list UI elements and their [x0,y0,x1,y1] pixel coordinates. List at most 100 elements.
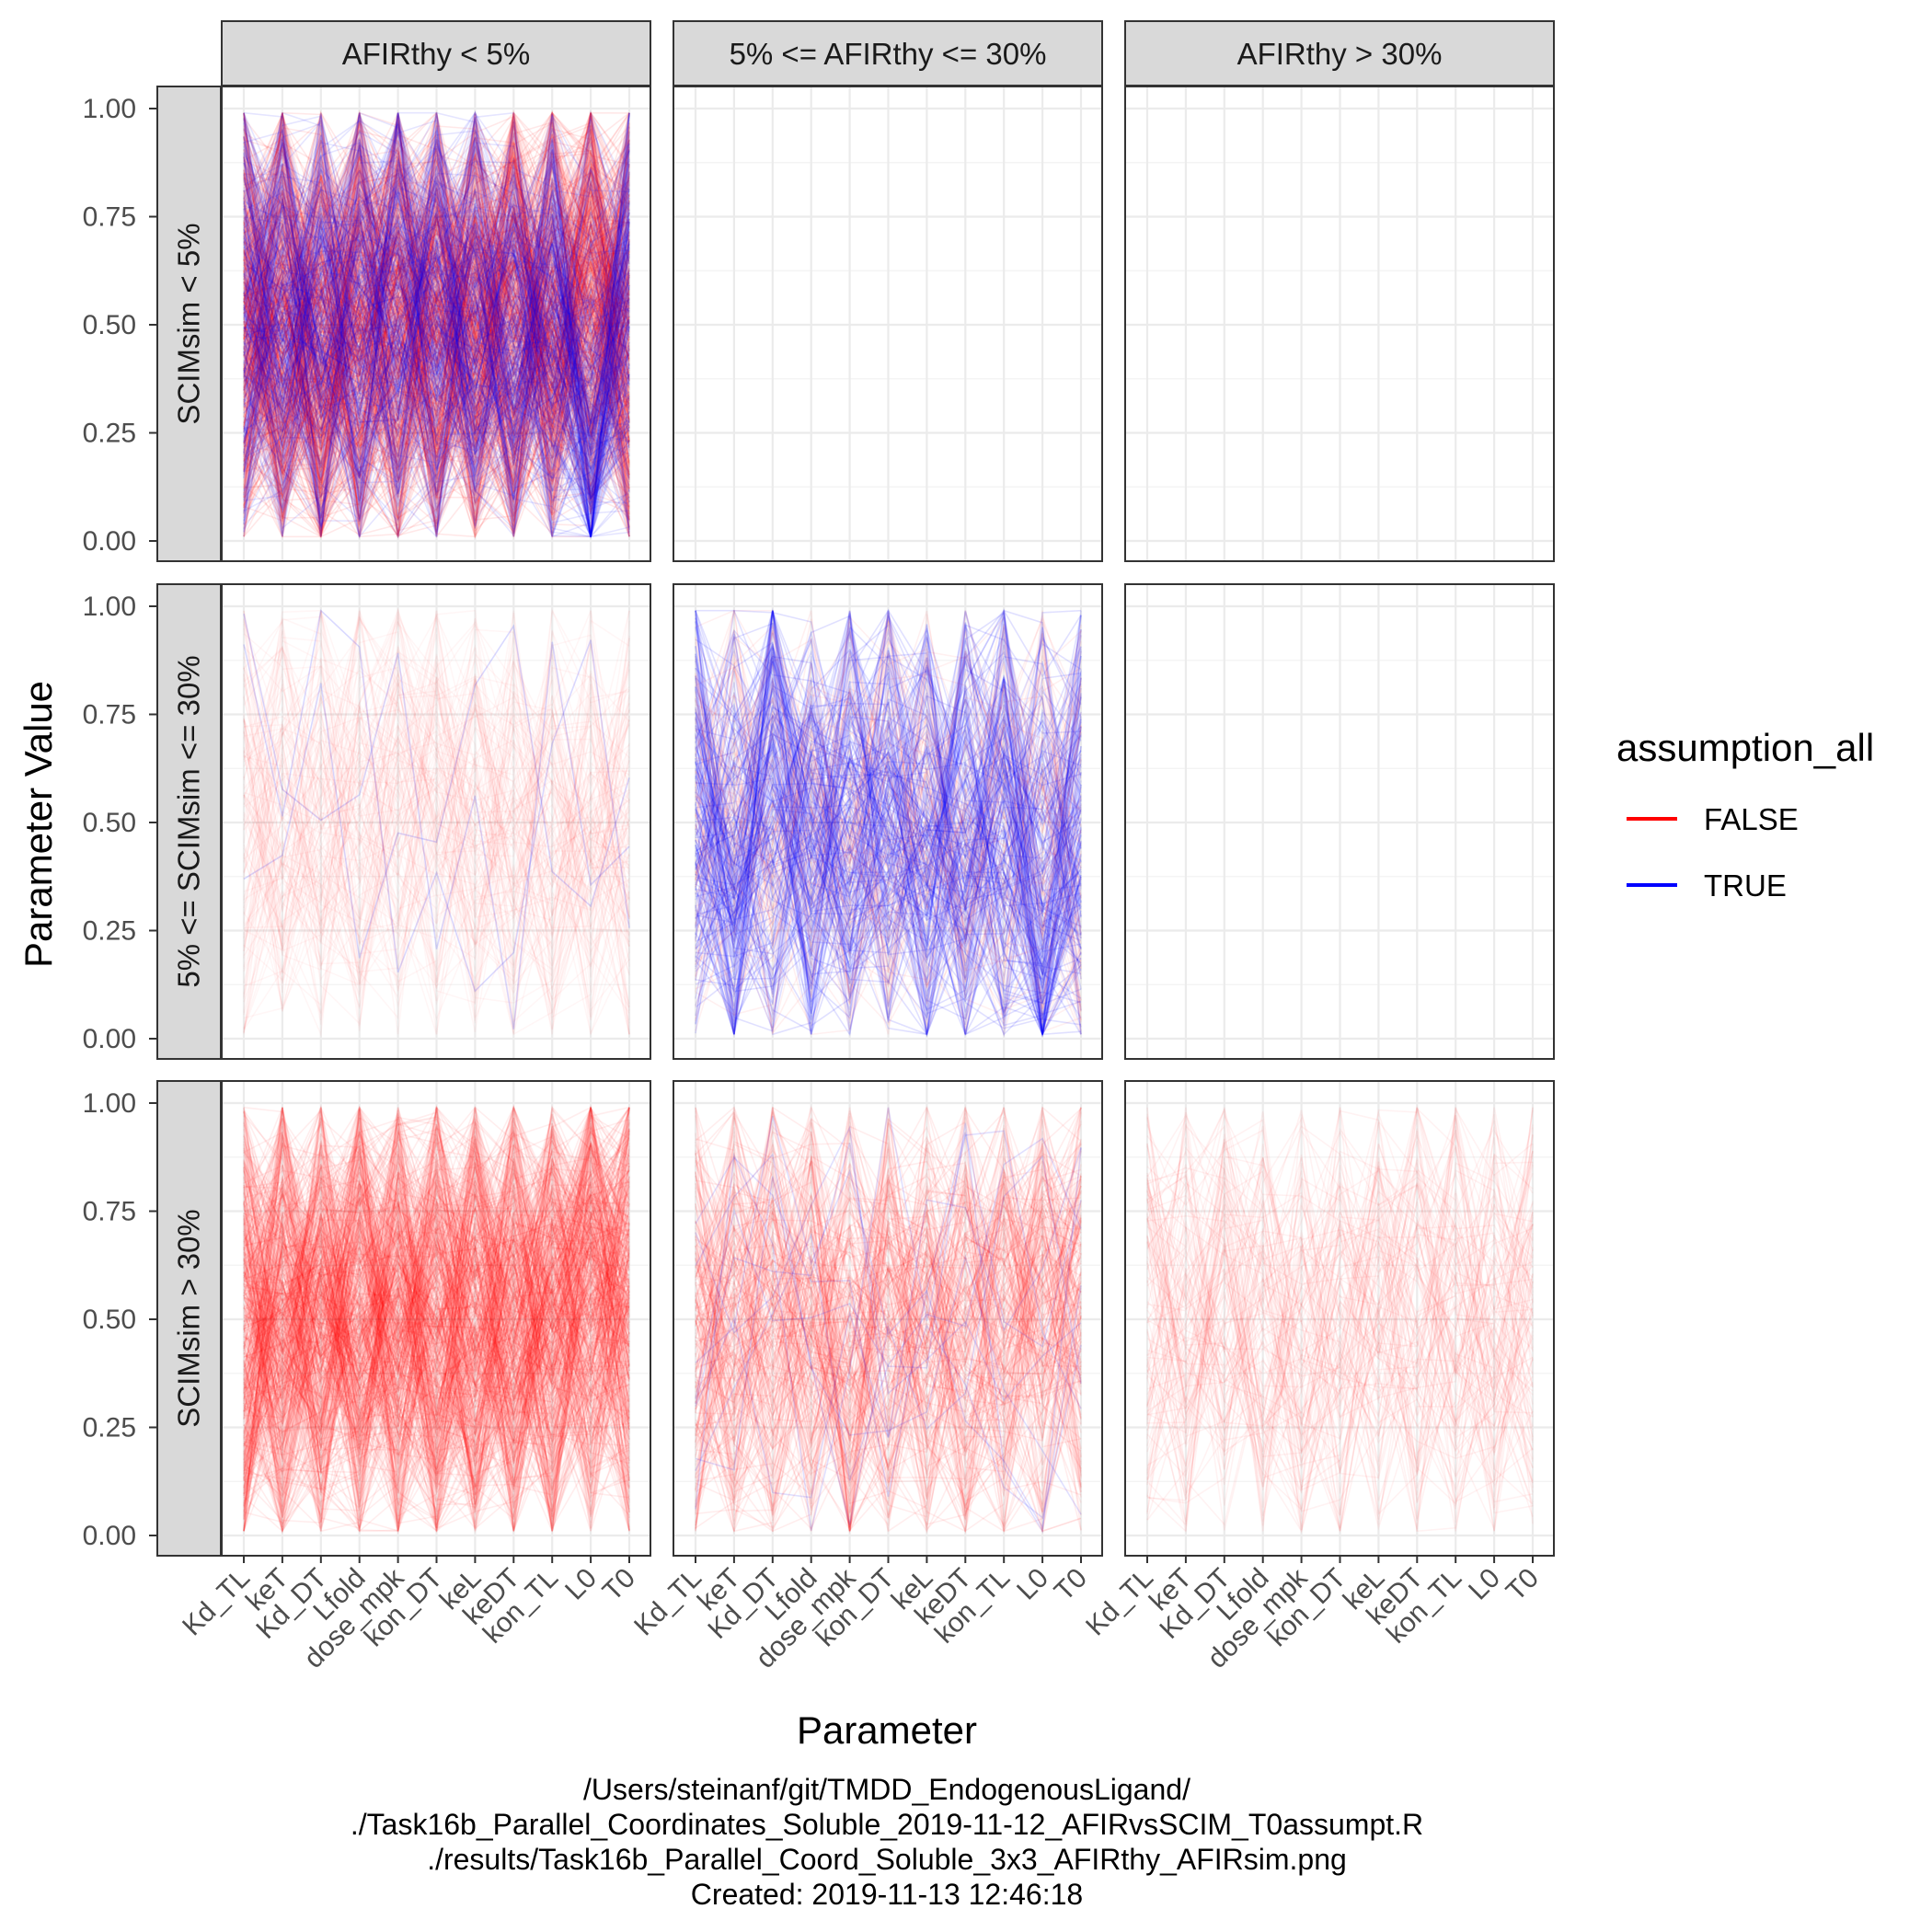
series-line-false [243,179,630,529]
series-line-false [243,215,630,536]
series-line-false [243,1107,630,1423]
series-line-true [243,190,630,395]
series-line-true [243,234,630,511]
series-line-false [243,136,630,488]
series-line-false [243,130,630,442]
series-line-false [243,1145,630,1532]
series-line-false [243,232,630,463]
series-line-true [243,118,630,489]
panel-r3-c1 [221,1080,651,1557]
series-line-false [243,1133,630,1380]
series-line-false [243,112,630,449]
series-line-true [243,197,630,494]
series-line-false [243,152,630,527]
series-line-true [695,667,1082,942]
series-line-false [243,112,630,421]
series-line-true [695,640,1082,1014]
series-line-true [243,128,630,457]
series-line-true [243,112,630,537]
series-line-false [243,166,630,522]
series-line-true [695,608,1082,1016]
series-line-false [243,239,630,487]
series-line-true [695,661,1082,1006]
series-line-false [243,155,630,448]
series-line-false [243,1105,630,1527]
series-line-false [695,696,1082,987]
series-line-false [243,148,630,505]
series-line-false [243,1137,630,1532]
series-line-false [695,1201,1082,1531]
series-line-false [243,112,630,508]
series-line-false [243,1161,630,1528]
series-line-false [243,189,630,495]
series-line-true [243,136,630,478]
series-line-false [243,150,630,503]
series-line-false [243,216,630,506]
series-line-false [695,1119,1082,1528]
series-line-true [695,638,1082,1014]
series-line-false [243,110,630,520]
series-line-false [243,112,630,495]
series-line-true [243,180,630,494]
series-line-true [243,609,630,993]
series-line-true [243,112,630,415]
series-line-false [243,1126,630,1522]
series-line-false [695,1107,1082,1473]
series-line-false [695,1179,1082,1525]
series-line-false [695,1116,1082,1499]
series-line-false [243,171,630,500]
series-line-true [243,114,630,537]
series-line-false [243,1147,630,1479]
series-line-false [243,174,630,480]
series-line-false [243,129,630,414]
series-line-true [695,621,1082,1036]
series-line-false [243,190,630,472]
series-line-true [243,256,630,500]
series-line-false [243,214,630,509]
series-line-false [243,133,630,460]
series-line-true [243,162,630,537]
series-line-false [243,217,630,482]
series-line-false [1146,1107,1534,1516]
series-line-false [243,124,630,509]
series-line-false [243,1152,630,1472]
series-line-true [243,168,630,466]
series-line-false [243,111,630,489]
series-line-false [243,1171,630,1499]
series-line-true [695,610,1082,1029]
series-line-true [243,125,630,422]
series-line-true [695,610,1082,976]
series-line-true [695,634,1082,1017]
series-line-false [243,190,630,454]
series-line-false [243,1178,630,1530]
series-line-true [243,114,630,432]
series-line-false [243,1240,630,1464]
series-line-false [243,155,630,492]
series-line-true [695,625,1082,989]
series-line-false [243,1147,630,1503]
series-line-false [243,126,630,495]
series-line-false [243,155,630,506]
series-line-false [243,152,630,408]
column-strip-label-afirthy-5: AFIRthy < 5% [342,37,531,71]
series-line-false [243,1107,630,1456]
series-line-false [243,128,630,434]
series-line-false [243,114,630,512]
series-line-false [243,1179,630,1531]
series-line-false [243,1107,630,1528]
series-line-false [243,1107,630,1527]
series-line-false [1146,1220,1534,1485]
series-line-false [695,610,1082,1023]
series-line-false [243,1160,630,1499]
series-line-true [695,610,1082,1006]
series-line-true [243,138,630,537]
series-line-false [243,136,630,495]
series-line-false [243,207,630,516]
series-line-false [695,621,1082,1011]
series-line-false [243,1107,630,1489]
series-line-false [243,1193,630,1456]
series-line-false [695,1197,1082,1519]
series-line-false [695,1171,1082,1480]
series-line-false [243,1110,630,1504]
series-line-true [243,112,630,524]
